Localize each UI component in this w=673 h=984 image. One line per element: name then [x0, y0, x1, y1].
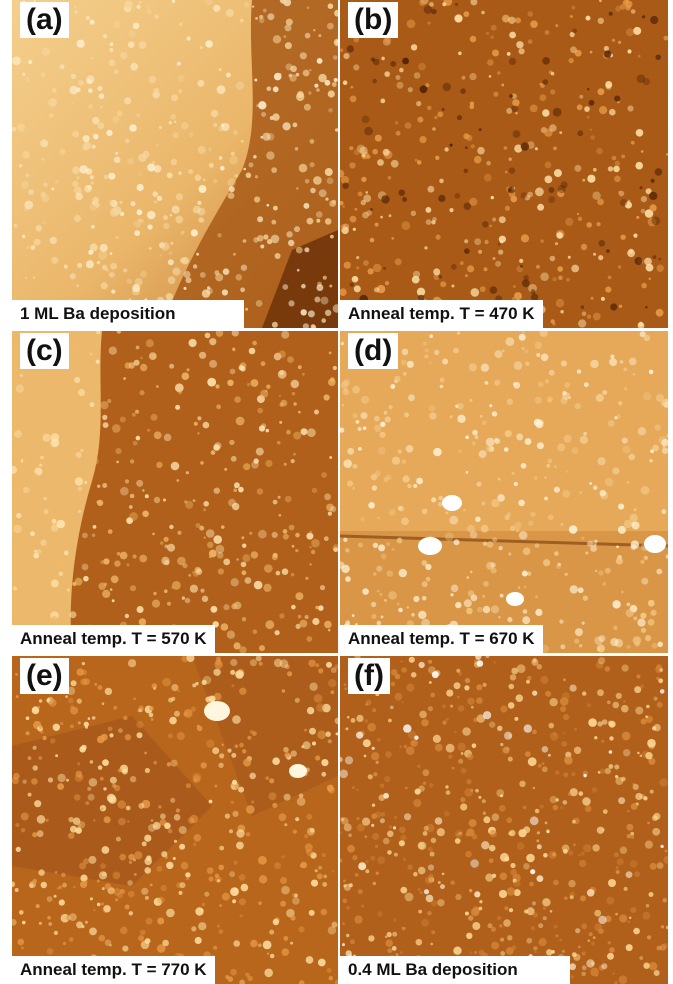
stm-image-f: (f) 0.4 ML Ba deposition: [340, 656, 668, 984]
panel-b-caption: Anneal temp. T = 470 K: [340, 300, 543, 328]
panel-f-letter: (f): [348, 658, 390, 694]
stm-texture-f: [340, 656, 668, 984]
stm-image-d: (d) Anneal temp. T = 670 K: [340, 331, 668, 653]
panel-f-caption: 0.4 ML Ba deposition: [340, 956, 570, 984]
panel-d-caption: Anneal temp. T = 670 K: [340, 625, 543, 653]
panel-a-letter: (a): [20, 2, 69, 38]
stm-image-b: (b) Anneal temp. T = 470 K: [340, 0, 668, 328]
panel-c-letter: (c): [20, 333, 69, 369]
stm-texture-e: [12, 656, 338, 984]
stm-texture-c: [12, 331, 338, 653]
panel-e-letter: (e): [20, 658, 69, 694]
panel-d-letter: (d): [348, 333, 399, 369]
stm-image-e: (e) Anneal temp. T = 770 K: [12, 656, 338, 984]
stm-image-a: (a) 1 ML Ba deposition: [12, 0, 338, 328]
stm-texture-b: [340, 0, 668, 328]
stm-texture-d: [340, 331, 668, 653]
panel-a-caption: 1 ML Ba deposition: [12, 300, 244, 328]
panel-e-caption: Anneal temp. T = 770 K: [12, 956, 215, 984]
panel-b-letter: (b): [348, 2, 399, 38]
stm-texture-a: [12, 0, 338, 328]
stm-image-c: (c) Anneal temp. T = 570 K: [12, 331, 338, 653]
panel-c-caption: Anneal temp. T = 570 K: [12, 625, 215, 653]
